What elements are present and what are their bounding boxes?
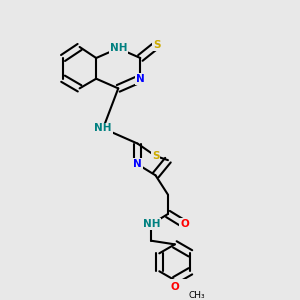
Text: NH: NH bbox=[142, 219, 160, 229]
Text: O: O bbox=[170, 282, 179, 292]
Text: O: O bbox=[180, 219, 189, 229]
Text: N: N bbox=[136, 74, 145, 84]
Text: S: S bbox=[152, 151, 159, 161]
Text: NH: NH bbox=[94, 123, 112, 134]
Text: NH: NH bbox=[110, 43, 127, 53]
Text: CH₃: CH₃ bbox=[188, 291, 205, 300]
Text: N: N bbox=[133, 159, 142, 169]
Text: S: S bbox=[153, 40, 161, 50]
